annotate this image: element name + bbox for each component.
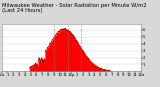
Text: Milwaukee Weather - Solar Radiation per Minute W/m2 (Last 24 Hours): Milwaukee Weather - Solar Radiation per … xyxy=(2,3,146,13)
